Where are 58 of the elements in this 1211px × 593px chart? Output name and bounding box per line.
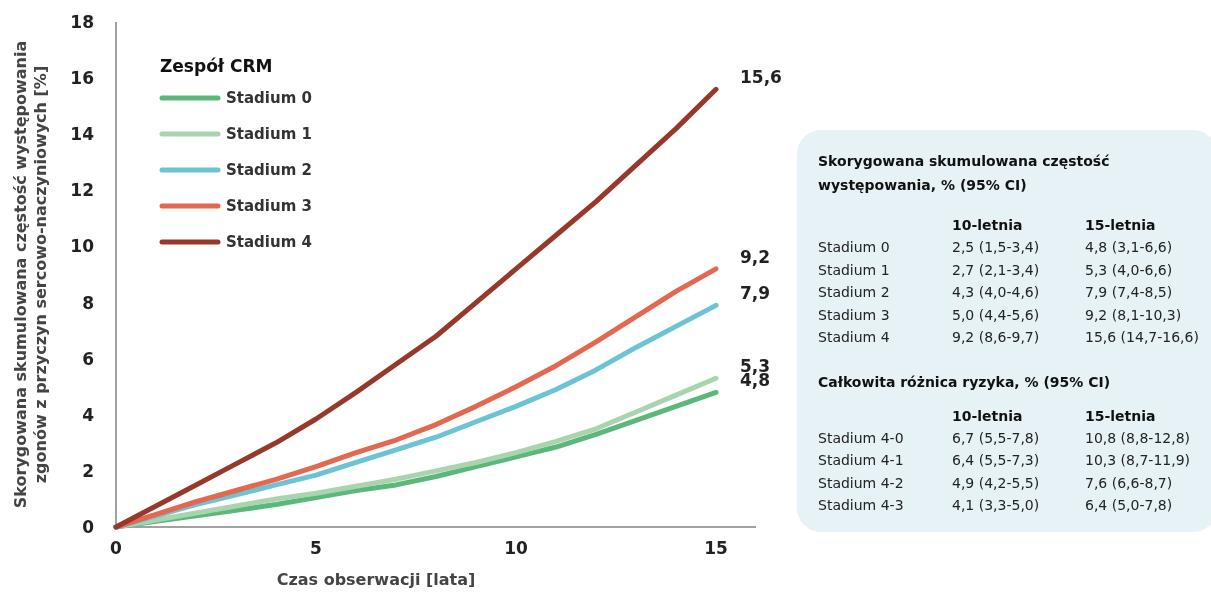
y-tick-label: 4 [82, 404, 95, 425]
y-tick-label: 16 [70, 68, 94, 89]
text: 10-letnia [952, 217, 1023, 233]
text: 15-letnia [1085, 217, 1156, 233]
legend-title: Zespół CRM [160, 56, 273, 76]
data-label: 7,9 [740, 283, 771, 304]
text: 6,4 (5,5-7,3) [952, 452, 1040, 468]
text: 5,3 (4,0-6,6) [1085, 261, 1173, 278]
text: 15-letnia [1085, 407, 1156, 424]
text: Stadium 4 [818, 329, 890, 345]
legend-label: Stadium 3 [226, 197, 312, 216]
text: 9,2 (8,6-9,7) [952, 329, 1040, 345]
x-tick-label: 5 [310, 538, 322, 558]
text: 10,8 (8,8-12,8) [1085, 429, 1191, 446]
y-tick-label: 12 [70, 180, 94, 201]
text: Stadium 0 [818, 239, 890, 255]
legend-label: Stadium 1 [226, 125, 312, 144]
text: 2,5 (1,5-3,4) [952, 239, 1040, 255]
y-tick-label: 8 [82, 292, 94, 313]
legend-label: Stadium 4 [226, 233, 312, 252]
y-tick-label: 2 [82, 460, 94, 481]
y-tick-label: 14 [70, 124, 95, 145]
data-label: 15,6 [740, 67, 782, 88]
text: Całkowita różnica ryzyka, % (95% CI) [818, 373, 1111, 390]
text: 9,2 (8,1-10,3) [1085, 306, 1182, 323]
x-tick-label: 15 [704, 538, 728, 558]
text: Stadium 4-1 [818, 452, 904, 468]
text: Stadium 3 [818, 306, 890, 323]
text: 6,4 (5,0-7,8) [1085, 497, 1173, 513]
x-tick-label: 10 [504, 538, 528, 558]
y-tick-label: 6 [82, 348, 94, 369]
text: 10,3 (8,7-11,9) [1085, 452, 1191, 468]
x-axis-title: Czas obserwacji [lata] [276, 570, 476, 589]
text: Stadium 4-3 [818, 497, 904, 513]
y-axis-title: Skorygowana skumulowana częstość występowania zgonów z przyczyn sercowo-naczyniowych [%] [11, 40, 50, 509]
text: Stadium 1 [818, 261, 890, 278]
text: 5,0 (4,4-5,6) [952, 306, 1040, 323]
text: Stadium 4-2 [818, 474, 904, 491]
text: 4,8 (3,1-6,6) [1085, 239, 1173, 255]
data-label: 9,2 [740, 246, 771, 267]
text: Stadium 4-0 [818, 429, 904, 446]
text: 7,9 (7,4-8,5) [1085, 284, 1173, 300]
y-tick-label: 10 [70, 236, 95, 257]
text: 7,6 (6,6-8,7) [1085, 474, 1173, 491]
legend-label: Stadium 0 [226, 89, 312, 108]
x-tick-label: 0 [110, 538, 123, 558]
text: 10-letnia [952, 407, 1023, 424]
legend-label: Stadium 2 [226, 161, 312, 180]
text: Skorygowana skumulowana częstość występowania, % (95% CI) [818, 153, 1110, 193]
text: 4,9 (4,2-5,5) [952, 474, 1040, 491]
text: 6,7 (5,5-7,8) [952, 429, 1040, 446]
text: 4,1 (3,3-5,0) [952, 497, 1040, 513]
text: Stadium 2 [818, 284, 890, 300]
y-tick-label: 18 [70, 11, 94, 32]
text: 2,7 (2,1-3,4) [952, 261, 1040, 278]
text: 4,3 (4,0-4,6) [952, 284, 1040, 300]
text: 15,6 (14,7-16,6) [1085, 329, 1199, 345]
y-tick-label: 0 [82, 516, 95, 537]
